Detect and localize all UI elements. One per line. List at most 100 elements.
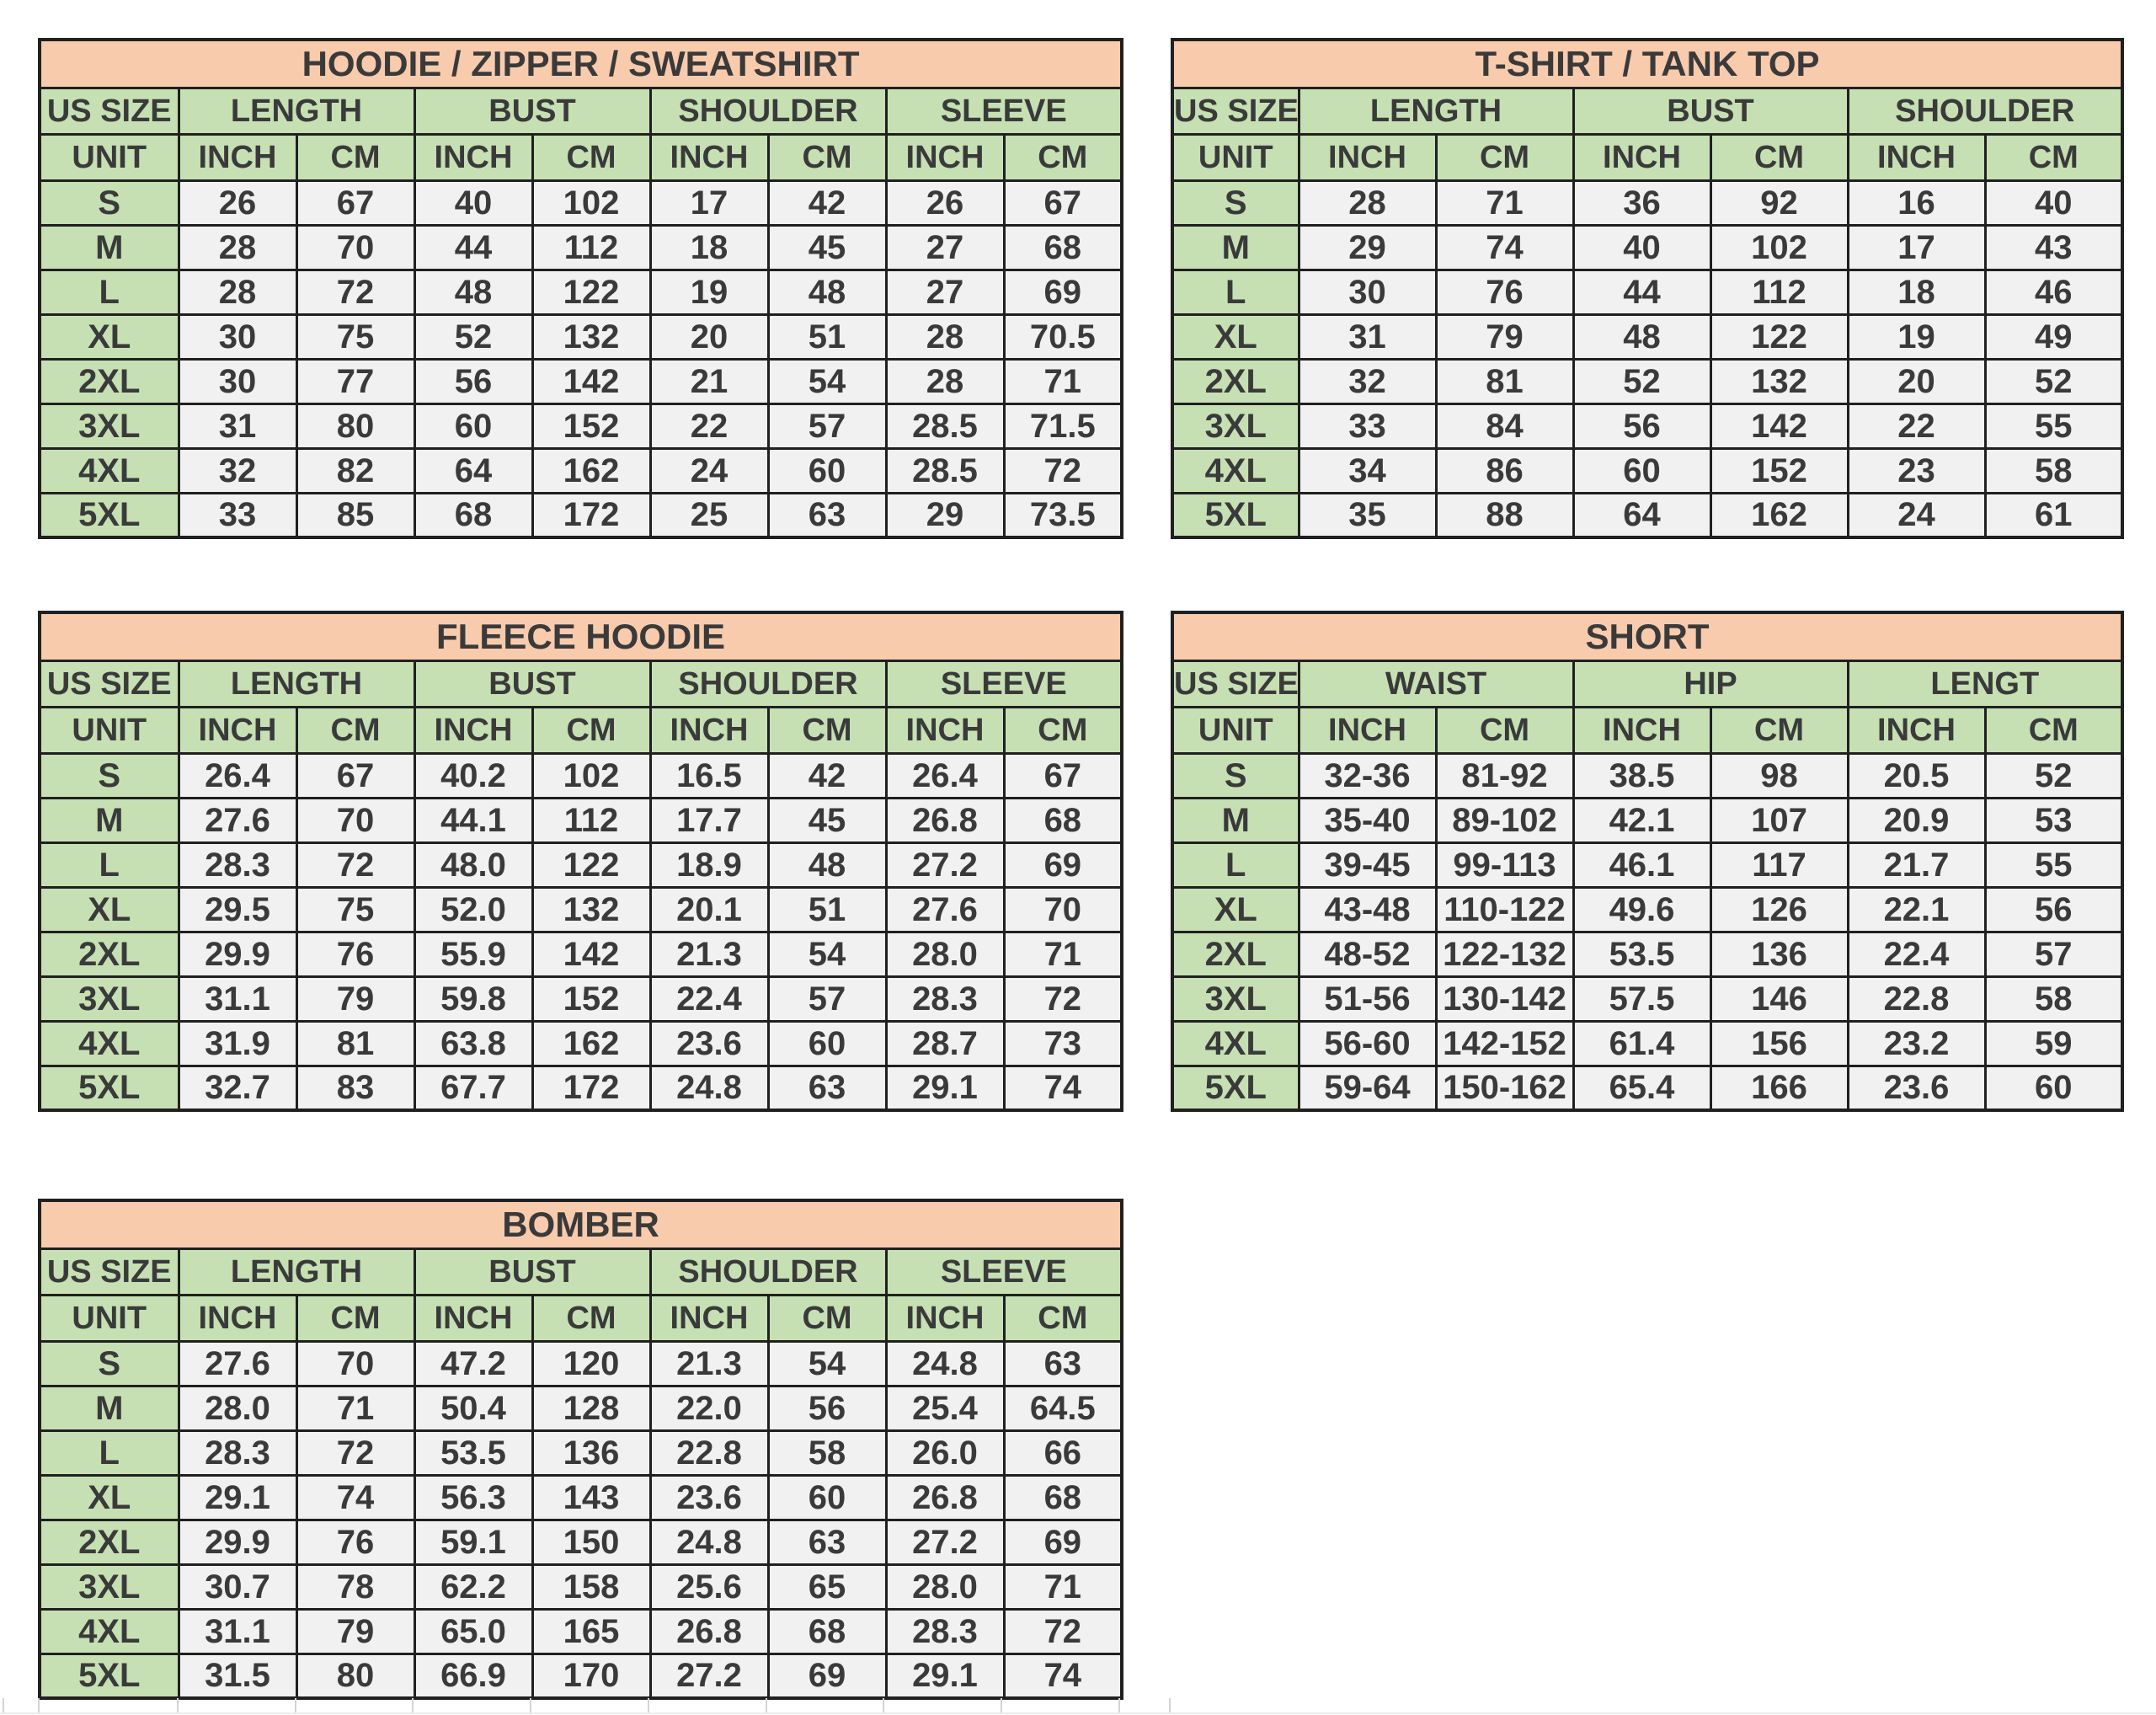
- value-cell: 152: [531, 402, 652, 450]
- size-cell: L: [38, 841, 180, 889]
- size-cell: 4XL: [38, 1019, 180, 1067]
- size-cell: 5XL: [38, 1064, 180, 1112]
- value-cell: 63: [1002, 1339, 1123, 1387]
- value-cell: 70: [295, 796, 416, 844]
- value-cell: 23: [1846, 446, 1987, 494]
- size-cell: 2XL: [38, 930, 180, 978]
- value-cell: 57.5: [1572, 975, 1712, 1023]
- size-cell: 2XL: [1171, 357, 1300, 405]
- unit-header: UNIT: [38, 1293, 180, 1343]
- cm-header: CM: [1002, 705, 1123, 755]
- value-cell: 81: [295, 1019, 416, 1067]
- size-cell: XL: [1171, 885, 1300, 933]
- table-row: XL 29.5 75 52.0 132 20.1 51 27.6 70: [38, 885, 1123, 933]
- table-row: 3XL 31 80 60 152 22 57 28.5 71.5: [38, 402, 1123, 450]
- value-cell: 136: [531, 1429, 652, 1477]
- inch-header: INCH: [648, 705, 770, 755]
- value-cell: 51-56: [1297, 975, 1438, 1023]
- size-cell: 4XL: [1171, 446, 1300, 494]
- value-cell: 102: [531, 751, 652, 799]
- ghost-gridline-cell: [649, 1698, 767, 1714]
- value-cell: 172: [531, 1064, 652, 1112]
- value-cell: 27: [884, 223, 1006, 271]
- value-cell: 142: [531, 930, 652, 978]
- column-group-header: SLEEVE: [884, 659, 1123, 708]
- value-cell: 120: [531, 1339, 652, 1387]
- value-cell: 27.2: [884, 841, 1006, 889]
- value-cell: 32: [1297, 357, 1438, 405]
- value-cell: 66.9: [413, 1652, 534, 1700]
- size-cell: 5XL: [1171, 491, 1300, 539]
- column-group-header: LENGT: [1846, 659, 2124, 708]
- value-cell: 132: [531, 313, 652, 361]
- table-row: S 26 67 40 102 17 42 26 67: [38, 179, 1123, 227]
- value-cell: 42: [766, 751, 888, 799]
- inch-header: INCH: [1846, 705, 1987, 755]
- value-cell: 150: [531, 1518, 652, 1566]
- value-cell: 102: [531, 179, 652, 227]
- value-cell: 67: [295, 751, 416, 799]
- size-cell: S: [1171, 751, 1300, 799]
- size-table-slot: HOODIE / ZIPPER / SWEATSHIRT US SIZE LENGT…: [38, 38, 1124, 539]
- value-cell: 64: [413, 446, 534, 494]
- value-cell: 17: [1846, 223, 1987, 271]
- inch-header: INCH: [1297, 132, 1438, 182]
- value-cell: 85: [295, 491, 416, 539]
- value-cell: 68: [413, 491, 534, 539]
- value-cell: 23.6: [648, 1473, 770, 1521]
- value-cell: 150-162: [1434, 1064, 1575, 1112]
- value-cell: 25.6: [648, 1563, 770, 1611]
- table-row: 5XL 32.7 83 67.7 172 24.8 63 29.1 74: [38, 1064, 1123, 1112]
- value-cell: 50.4: [413, 1384, 534, 1432]
- value-cell: 60: [413, 402, 534, 450]
- value-cell: 18.9: [648, 841, 770, 889]
- column-group-header: SLEEVE: [884, 86, 1123, 136]
- cm-header: CM: [531, 705, 652, 755]
- value-cell: 54: [766, 357, 888, 405]
- ghost-gridline-row: [38, 1698, 1120, 1714]
- inch-header: INCH: [648, 1293, 770, 1343]
- value-cell: 126: [1709, 885, 1849, 933]
- value-cell: 55: [1983, 402, 2124, 450]
- column-group-header: BUST: [413, 86, 652, 136]
- value-cell: 76: [295, 930, 416, 978]
- size-cell: S: [1171, 179, 1300, 227]
- ghost-gridline-tick: [3, 1698, 4, 1714]
- table-row: L 30 76 44 112 18 46: [1171, 268, 2124, 316]
- value-cell: 28.3: [884, 1607, 1006, 1655]
- value-cell: 24.8: [884, 1339, 1006, 1387]
- inch-header: INCH: [177, 132, 298, 182]
- value-cell: 156: [1709, 1019, 1849, 1067]
- inch-header: INCH: [1297, 705, 1438, 755]
- value-cell: 142-152: [1434, 1019, 1575, 1067]
- inch-header: INCH: [648, 132, 770, 182]
- ghost-gridline-cell: [296, 1698, 414, 1714]
- value-cell: 20.5: [1846, 751, 1987, 799]
- value-cell: 29.5: [177, 885, 298, 933]
- size-column-header: US SIZE: [38, 1247, 180, 1296]
- table-row: 4XL 31.9 81 63.8 162 23.6 60 28.7 73: [38, 1019, 1123, 1067]
- value-cell: 28.0: [884, 1563, 1006, 1611]
- value-cell: 21.3: [648, 930, 770, 978]
- value-cell: 45: [766, 223, 888, 271]
- value-cell: 71.5: [1002, 402, 1123, 450]
- value-cell: 24.8: [648, 1064, 770, 1112]
- value-cell: 48-52: [1297, 930, 1438, 978]
- size-cell: XL: [38, 1473, 180, 1521]
- size-cell: S: [38, 751, 180, 799]
- value-cell: 29.9: [177, 930, 298, 978]
- value-cell: 72: [1002, 975, 1123, 1023]
- value-cell: 22.8: [1846, 975, 1987, 1023]
- size-table: T-SHIRT / TANK TOP US SIZE LENGTH BUST SHOUL…: [1171, 38, 2125, 539]
- value-cell: 58: [766, 1429, 888, 1477]
- value-cell: 49.6: [1572, 885, 1712, 933]
- size-cell: XL: [38, 885, 180, 933]
- value-cell: 122-132: [1434, 930, 1575, 978]
- value-cell: 28.5: [884, 446, 1006, 494]
- value-cell: 46: [1983, 268, 2124, 316]
- value-cell: 74: [1002, 1064, 1123, 1112]
- cm-header: CM: [1434, 132, 1575, 182]
- value-cell: 70: [295, 1339, 416, 1387]
- table-title: T-SHIRT / TANK TOP: [1171, 38, 2124, 89]
- ghost-gridline-cell: [1002, 1698, 1120, 1714]
